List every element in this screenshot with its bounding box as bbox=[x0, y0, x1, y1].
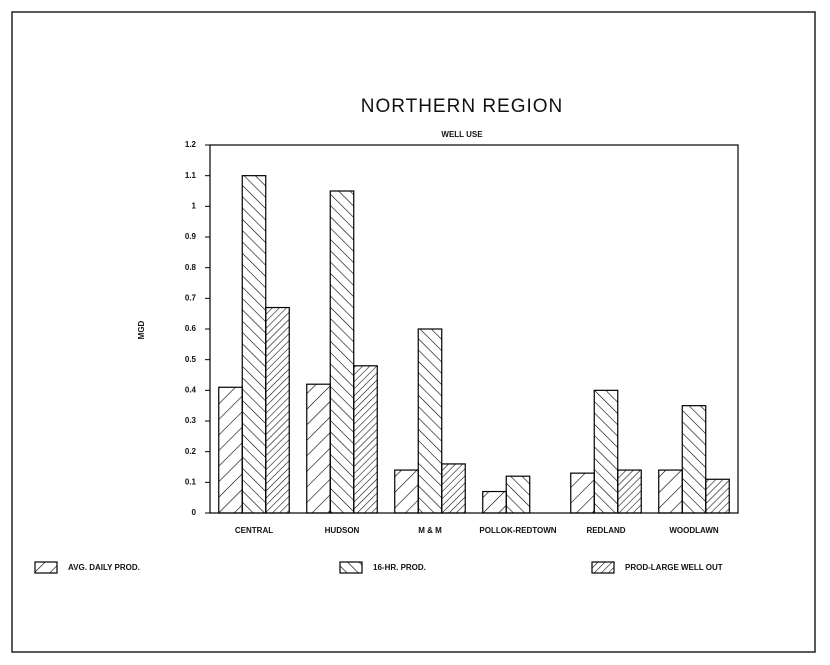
bar bbox=[505, 475, 531, 514]
bar bbox=[394, 469, 419, 514]
x-tick-label: REDLAND bbox=[586, 526, 625, 535]
y-tick-label: 1.2 bbox=[185, 140, 197, 149]
bar bbox=[681, 405, 707, 514]
bar bbox=[658, 469, 683, 514]
legend-label: 16-HR. PROD. bbox=[373, 563, 426, 572]
x-tick-label: POLLOK-REDTOWN bbox=[479, 526, 556, 535]
bar bbox=[482, 490, 507, 514]
bar bbox=[593, 389, 619, 514]
y-tick-label: 0.6 bbox=[185, 324, 197, 333]
y-tick-label: 0.9 bbox=[185, 232, 197, 241]
legend-swatch bbox=[339, 561, 363, 574]
bar bbox=[617, 469, 642, 514]
bar bbox=[329, 190, 355, 514]
y-tick-label: 1 bbox=[192, 201, 197, 210]
y-tick-label: 0.8 bbox=[185, 263, 197, 272]
x-tick-label: HUDSON bbox=[325, 526, 360, 535]
y-tick-label: 0.2 bbox=[185, 447, 197, 456]
bar bbox=[353, 365, 378, 514]
bar bbox=[241, 175, 267, 514]
legend-swatch bbox=[34, 561, 58, 574]
chart-subtitle: WELL USE bbox=[441, 130, 483, 139]
bar bbox=[306, 383, 331, 514]
bar bbox=[265, 306, 290, 514]
y-tick-label: 0.1 bbox=[185, 477, 197, 486]
bar bbox=[417, 328, 443, 514]
y-tick-label: 1.1 bbox=[185, 171, 197, 180]
y-tick-label: 0 bbox=[192, 508, 197, 517]
y-tick-label: 0.5 bbox=[185, 355, 197, 364]
bar bbox=[705, 478, 730, 514]
x-tick-label: WOODLAWN bbox=[669, 526, 719, 535]
y-tick-label: 0.4 bbox=[185, 385, 197, 394]
legend-label: AVG. DAILY PROD. bbox=[68, 563, 140, 572]
bar bbox=[441, 463, 466, 514]
bar bbox=[570, 472, 595, 514]
x-tick-label: CENTRAL bbox=[235, 526, 273, 535]
y-tick-label: 0.7 bbox=[185, 293, 197, 302]
x-tick-label: M & M bbox=[418, 526, 442, 535]
y-tick-label: 0.3 bbox=[185, 416, 197, 425]
legend-swatch bbox=[591, 561, 615, 574]
legend-label: PROD-LARGE WELL OUT bbox=[625, 563, 723, 572]
chart-title: NORTHERN REGION bbox=[361, 96, 564, 117]
frame bbox=[11, 11, 816, 653]
bar bbox=[218, 386, 243, 514]
y-axis-label: MGD bbox=[137, 320, 146, 339]
